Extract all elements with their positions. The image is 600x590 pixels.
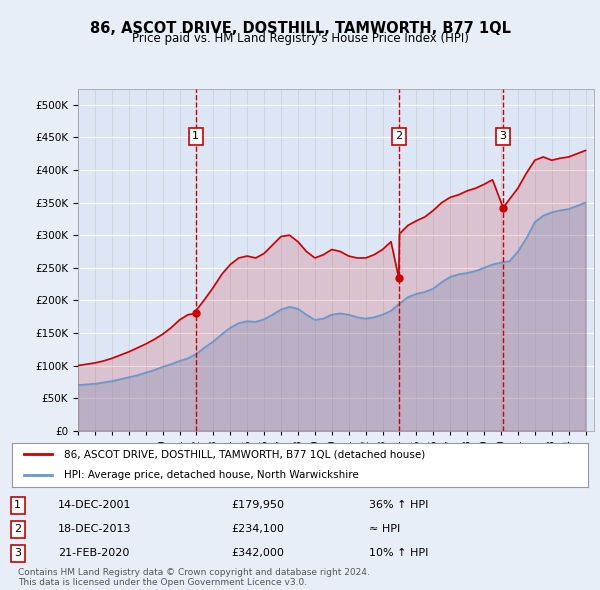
Text: 3: 3: [500, 132, 506, 142]
Text: £342,000: £342,000: [231, 549, 284, 558]
Text: 1: 1: [14, 500, 21, 510]
Text: 10% ↑ HPI: 10% ↑ HPI: [369, 549, 428, 558]
Text: ≈ HPI: ≈ HPI: [369, 525, 400, 535]
Text: £234,100: £234,100: [231, 525, 284, 535]
Text: £179,950: £179,950: [231, 500, 284, 510]
Text: Price paid vs. HM Land Registry's House Price Index (HPI): Price paid vs. HM Land Registry's House …: [131, 32, 469, 45]
Text: 21-FEB-2020: 21-FEB-2020: [58, 549, 130, 558]
Text: 1: 1: [192, 132, 199, 142]
Text: HPI: Average price, detached house, North Warwickshire: HPI: Average price, detached house, Nort…: [64, 470, 359, 480]
Text: 2: 2: [14, 525, 22, 535]
Text: 18-DEC-2013: 18-DEC-2013: [58, 525, 131, 535]
Text: 86, ASCOT DRIVE, DOSTHILL, TAMWORTH, B77 1QL (detached house): 86, ASCOT DRIVE, DOSTHILL, TAMWORTH, B77…: [64, 450, 425, 460]
Text: 36% ↑ HPI: 36% ↑ HPI: [369, 500, 428, 510]
Text: 86, ASCOT DRIVE, DOSTHILL, TAMWORTH, B77 1QL: 86, ASCOT DRIVE, DOSTHILL, TAMWORTH, B77…: [89, 21, 511, 35]
Text: 3: 3: [14, 549, 21, 558]
Text: 14-DEC-2001: 14-DEC-2001: [58, 500, 131, 510]
Text: 2: 2: [395, 132, 403, 142]
Text: Contains HM Land Registry data © Crown copyright and database right 2024.
This d: Contains HM Land Registry data © Crown c…: [18, 568, 370, 587]
